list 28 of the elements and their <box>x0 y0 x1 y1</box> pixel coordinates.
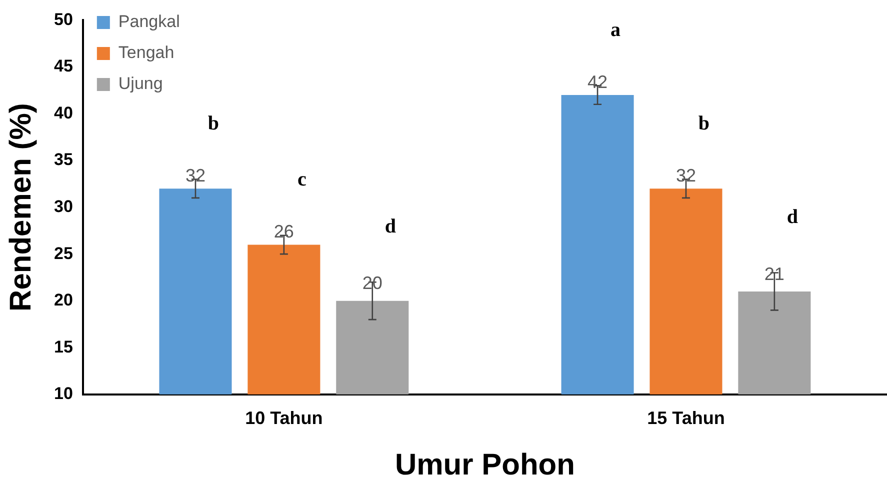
y-tick-label: 10 <box>54 384 73 404</box>
x-tick-label: 10 Tahun <box>245 408 323 428</box>
data-label: 32 <box>676 166 696 186</box>
y-axis-title: Rendemen (%) <box>4 103 38 312</box>
annotation: d <box>384 215 396 238</box>
annotation: d <box>786 206 798 228</box>
y-tick-label: 40 <box>54 103 73 122</box>
annotation: b <box>208 112 220 134</box>
annotation: c <box>297 168 306 191</box>
data-label: 32 <box>185 166 206 186</box>
annotation: a <box>610 18 621 41</box>
data-label: 21 <box>764 264 784 284</box>
x-tick-label: 15 Tahun <box>647 408 725 428</box>
y-tick-label: 25 <box>54 244 73 263</box>
y-tick-label: 30 <box>54 196 73 216</box>
data-label: 26 <box>274 222 294 242</box>
data-label: 20 <box>362 273 382 294</box>
y-tick-label: 15 <box>54 337 73 356</box>
y-tick-label: 45 <box>54 56 73 76</box>
y-tick-label: 20 <box>54 290 73 310</box>
y-tick-label: 35 <box>54 150 73 170</box>
legend-label: Ujung <box>118 74 163 94</box>
data-label: 42 <box>588 72 608 92</box>
x-axis-title: Umur Pohon <box>394 448 575 482</box>
y-tick-label: 50 <box>54 10 73 29</box>
legend-label: Pangkal <box>118 12 180 32</box>
annotation: b <box>698 112 710 134</box>
legend-label: Tengah <box>118 43 174 62</box>
